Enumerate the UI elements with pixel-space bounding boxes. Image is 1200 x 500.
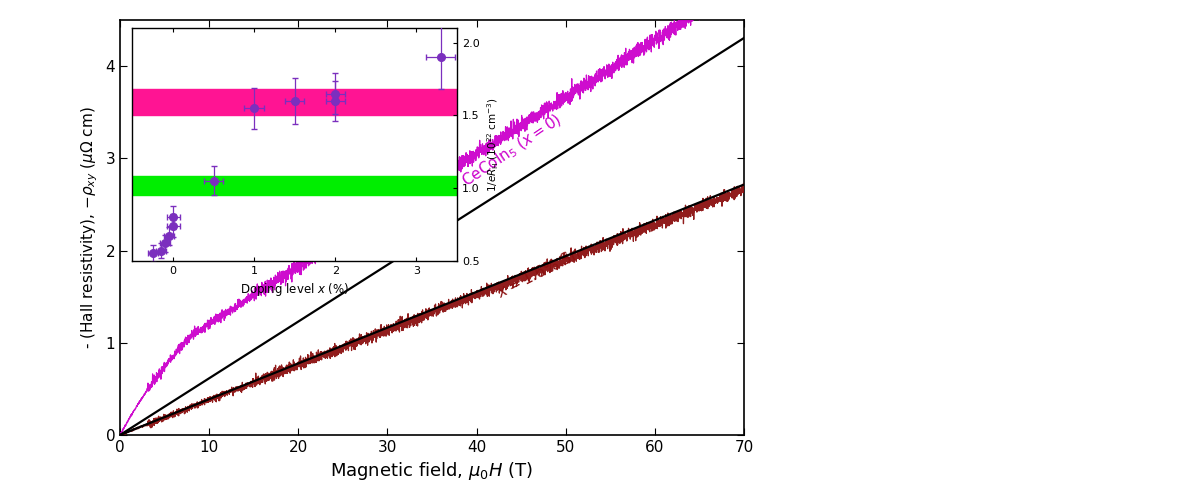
X-axis label: Magnetic field, $\mu_0H$ (T): Magnetic field, $\mu_0H$ (T) — [330, 460, 534, 482]
Text: CeCoIn$_5$ ($x=0$): CeCoIn$_5$ ($x=0$) — [458, 110, 565, 190]
Y-axis label: - (Hall resistivity), $-\rho_{xy}$ ($\mu\Omega$ cm): - (Hall resistivity), $-\rho_{xy}$ ($\mu… — [79, 106, 100, 349]
Text: $x = 1.6\%$ Sn: $x = 1.6\%$ Sn — [494, 246, 583, 302]
